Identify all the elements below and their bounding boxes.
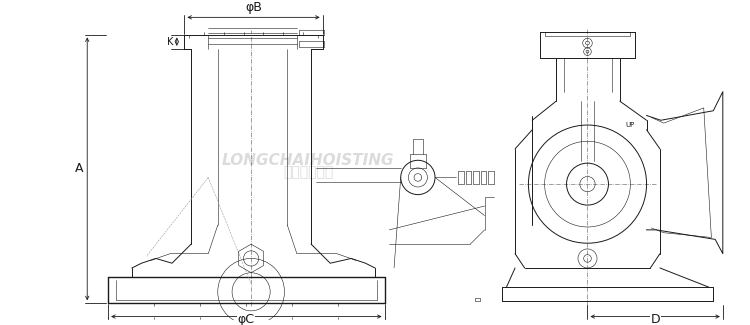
Text: K: K	[166, 37, 173, 47]
Text: φB: φB	[245, 1, 262, 14]
Text: UP: UP	[626, 122, 635, 128]
Text: D: D	[650, 313, 660, 325]
Text: LONGCHAIHOISTING: LONGCHAIHOISTING	[222, 153, 394, 168]
Text: φC: φC	[238, 313, 255, 325]
Text: A: A	[75, 162, 83, 176]
Text: 龙超起重工具: 龙超起重工具	[284, 166, 334, 180]
